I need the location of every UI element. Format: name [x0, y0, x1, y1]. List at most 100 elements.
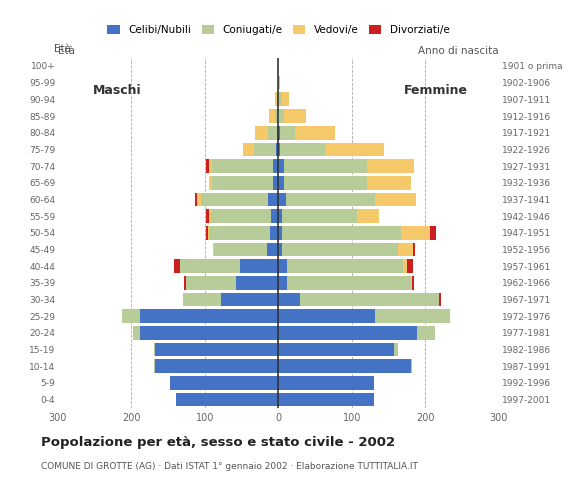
Bar: [206, 159, 209, 173]
Bar: [155, 343, 278, 357]
Bar: [278, 393, 374, 407]
Bar: [416, 326, 435, 340]
Bar: [278, 326, 416, 340]
Bar: [184, 276, 186, 290]
Bar: [201, 192, 268, 206]
Bar: [278, 259, 287, 273]
Bar: [213, 243, 215, 256]
Bar: [430, 226, 436, 240]
Bar: [278, 76, 280, 89]
Text: Femmine: Femmine: [404, 84, 469, 97]
Bar: [278, 226, 282, 240]
Bar: [221, 293, 278, 306]
Bar: [277, 93, 278, 106]
Bar: [209, 176, 212, 190]
Bar: [438, 293, 441, 306]
Bar: [411, 276, 412, 290]
Bar: [133, 326, 140, 340]
Bar: [243, 143, 254, 156]
Bar: [280, 126, 295, 140]
Bar: [208, 226, 209, 240]
Bar: [295, 126, 335, 140]
Bar: [284, 159, 367, 173]
Bar: [278, 243, 282, 256]
Bar: [212, 176, 273, 190]
Bar: [278, 109, 284, 123]
Bar: [282, 209, 357, 223]
Bar: [282, 226, 401, 240]
Bar: [268, 192, 278, 206]
Bar: [255, 126, 268, 140]
Bar: [180, 259, 240, 273]
Bar: [240, 259, 278, 273]
Bar: [280, 143, 325, 156]
Bar: [267, 243, 278, 256]
Bar: [154, 360, 155, 373]
Bar: [282, 243, 398, 256]
Bar: [284, 109, 306, 123]
Text: Popolazione per età, sesso e stato civile - 2002: Popolazione per età, sesso e stato civil…: [41, 436, 395, 449]
Legend: Celibi/Nubili, Coniugati/e, Vedovi/e, Divorziati/e: Celibi/Nubili, Coniugati/e, Vedovi/e, Di…: [103, 21, 454, 39]
Bar: [170, 376, 278, 390]
Bar: [300, 293, 438, 306]
Bar: [278, 310, 375, 323]
Bar: [273, 159, 278, 173]
Text: COMUNE DI GROTTE (AG) · Dati ISTAT 1° gennaio 2002 · Elaborazione TUTTITALIA.IT: COMUNE DI GROTTE (AG) · Dati ISTAT 1° ge…: [41, 462, 418, 471]
Bar: [375, 192, 416, 206]
Bar: [269, 109, 275, 123]
Bar: [122, 310, 140, 323]
Bar: [278, 343, 394, 357]
Bar: [197, 192, 201, 206]
Bar: [357, 209, 379, 223]
Bar: [278, 376, 374, 390]
Bar: [176, 393, 278, 407]
Text: Maschi: Maschi: [92, 84, 141, 97]
Bar: [140, 326, 278, 340]
Bar: [206, 226, 208, 240]
Bar: [277, 126, 278, 140]
Bar: [282, 93, 289, 106]
Bar: [413, 243, 415, 256]
Bar: [212, 159, 273, 173]
Bar: [154, 343, 155, 357]
Bar: [278, 159, 284, 173]
Bar: [367, 176, 411, 190]
Bar: [394, 343, 398, 357]
Bar: [271, 209, 278, 223]
Bar: [278, 209, 282, 223]
Bar: [286, 192, 375, 206]
Bar: [183, 293, 221, 306]
Bar: [195, 192, 197, 206]
Bar: [273, 176, 278, 190]
Text: Età: Età: [55, 44, 71, 54]
Bar: [209, 159, 212, 173]
Bar: [287, 259, 403, 273]
Bar: [276, 143, 278, 156]
Bar: [278, 126, 280, 140]
Bar: [209, 226, 270, 240]
Text: Anno di nascita: Anno di nascita: [418, 46, 499, 56]
Bar: [284, 176, 367, 190]
Bar: [206, 209, 209, 223]
Bar: [401, 226, 430, 240]
Bar: [278, 293, 300, 306]
Bar: [278, 276, 287, 290]
Bar: [275, 93, 277, 106]
Bar: [215, 243, 267, 256]
Bar: [254, 143, 276, 156]
Bar: [287, 276, 411, 290]
Bar: [186, 276, 236, 290]
Bar: [411, 360, 412, 373]
Bar: [275, 109, 278, 123]
Bar: [375, 310, 450, 323]
Bar: [278, 143, 280, 156]
Bar: [155, 360, 278, 373]
Bar: [278, 360, 411, 373]
Bar: [398, 243, 413, 256]
Text: Età: Età: [58, 46, 75, 56]
Bar: [367, 159, 414, 173]
Bar: [325, 143, 384, 156]
Bar: [236, 276, 278, 290]
Bar: [412, 276, 414, 290]
Bar: [403, 259, 407, 273]
